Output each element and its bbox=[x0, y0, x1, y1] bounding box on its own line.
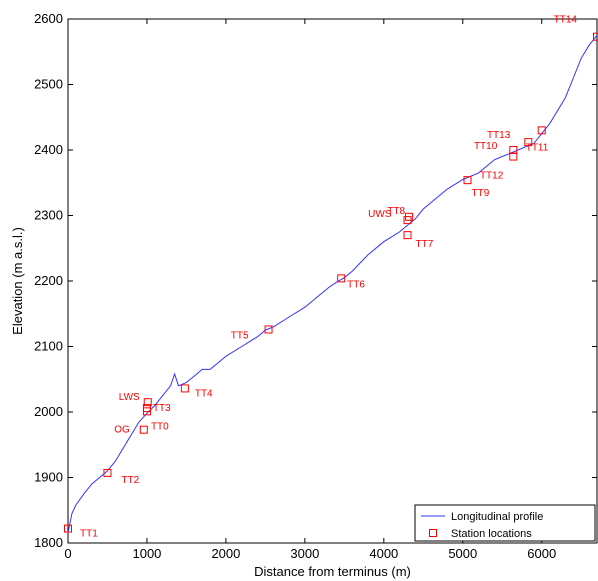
legend: Longitudinal profile Station locations bbox=[414, 504, 596, 542]
station-marker bbox=[537, 126, 546, 135]
station-marker bbox=[139, 425, 148, 434]
legend-marker-swatch bbox=[429, 529, 437, 537]
y-tick-label: 2200 bbox=[34, 273, 63, 288]
station-label: TT10 bbox=[474, 141, 498, 152]
x-tick-label: 1000 bbox=[132, 546, 161, 561]
y-tick-label: 1800 bbox=[34, 535, 63, 550]
x-axis-label: Distance from terminus (m) bbox=[254, 564, 411, 579]
station-marker bbox=[103, 468, 112, 477]
y-tick-label: 2400 bbox=[34, 142, 63, 157]
plot-frame bbox=[67, 18, 598, 544]
x-tick-label: 6000 bbox=[527, 546, 556, 561]
station-label: OG bbox=[114, 425, 130, 436]
legend-entry-stations: Station locations bbox=[451, 528, 532, 540]
station-label: TT2 bbox=[121, 475, 139, 486]
station-label: LWS bbox=[119, 392, 140, 403]
station-marker bbox=[593, 32, 598, 41]
y-tick-label: 2300 bbox=[34, 208, 63, 223]
station-marker bbox=[264, 325, 273, 334]
station-marker bbox=[64, 524, 72, 533]
station-marker bbox=[180, 384, 189, 393]
y-tick-label: 2500 bbox=[34, 77, 63, 92]
station-marker bbox=[463, 176, 472, 185]
legend-box bbox=[414, 504, 596, 542]
station-label: TT6 bbox=[347, 279, 365, 290]
station-marker bbox=[337, 274, 346, 283]
station-label: UWS bbox=[368, 209, 392, 220]
y-tick-label: 2100 bbox=[34, 339, 63, 354]
station-marker bbox=[142, 404, 151, 413]
x-tick-label: 5000 bbox=[448, 546, 477, 561]
station-label: TT13 bbox=[487, 130, 511, 141]
y-tick-label: 2000 bbox=[34, 404, 63, 419]
legend-entry-profile: Longitudinal profile bbox=[451, 511, 543, 523]
x-tick-label: 0 bbox=[64, 546, 71, 561]
station-label: TT11 bbox=[526, 142, 549, 153]
station-label: TT4 bbox=[195, 388, 213, 399]
y-axis-label: Elevation (m a.s.l.) bbox=[10, 227, 25, 335]
station-marker bbox=[143, 398, 152, 407]
station-marker bbox=[405, 212, 414, 221]
station-label: TT3 bbox=[153, 403, 171, 414]
x-tick-label: 4000 bbox=[369, 546, 398, 561]
station-label: TT12 bbox=[480, 171, 504, 182]
station-label: TT0 bbox=[151, 421, 169, 432]
station-label: TT1 bbox=[80, 529, 98, 540]
station-marker bbox=[509, 152, 518, 161]
y-tick-label: 1900 bbox=[34, 470, 63, 485]
x-tick-label: 2000 bbox=[211, 546, 240, 561]
station-label: TT8 bbox=[387, 206, 405, 217]
profile-line bbox=[67, 35, 598, 534]
station-marker bbox=[403, 231, 412, 240]
x-tick-label: 3000 bbox=[290, 546, 319, 561]
axes: 0 1000 2000 3000 4000 5000 6000 1800 1900 2000 210… bbox=[34, 11, 598, 561]
station-marker bbox=[524, 138, 533, 147]
station-label: TT9 bbox=[472, 188, 490, 199]
station-label: TT5 bbox=[231, 330, 249, 341]
station-label: TT7 bbox=[416, 239, 434, 250]
station-label: TT14 bbox=[554, 15, 578, 26]
y-tick-label: 2600 bbox=[34, 11, 63, 26]
